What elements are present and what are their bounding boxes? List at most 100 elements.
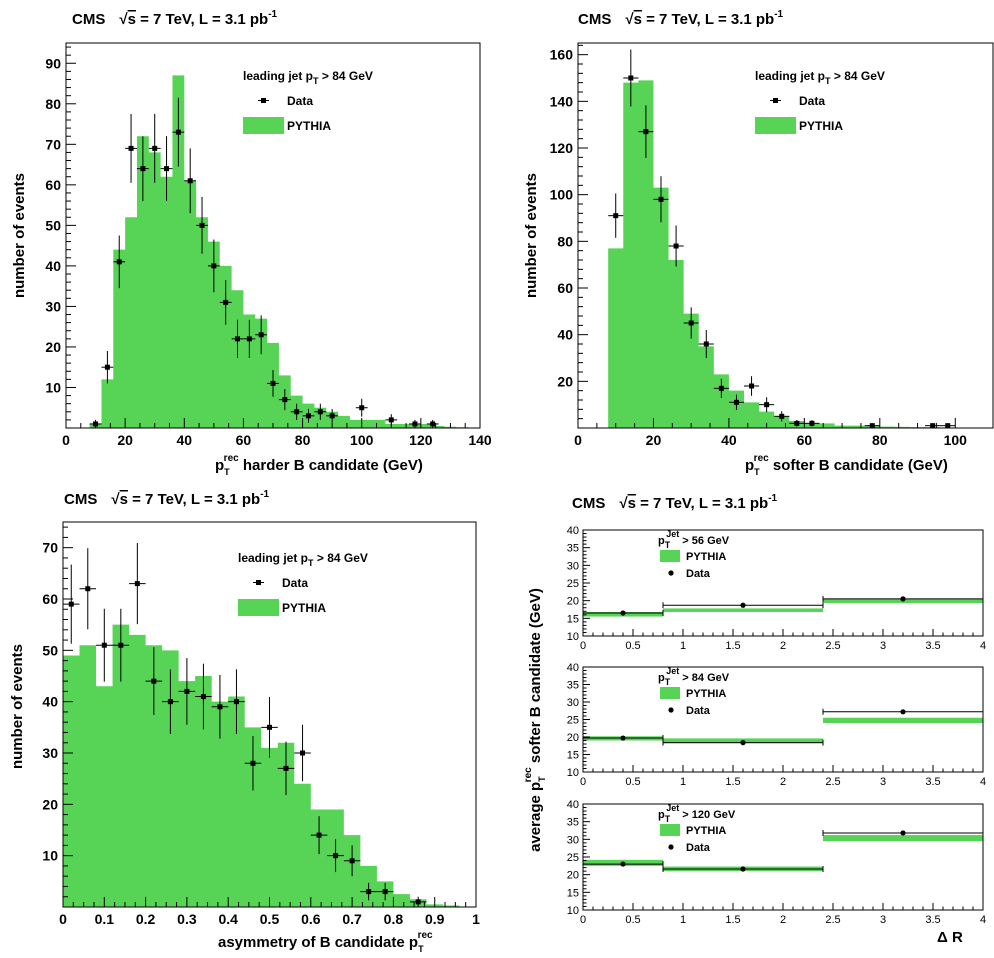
x-tick-label: 0 [580, 914, 586, 926]
data-marker [945, 423, 950, 428]
y-tick-label: 20 [45, 339, 61, 355]
legend-title-superscript: Jet [666, 666, 679, 676]
data-marker [152, 146, 157, 151]
data-marker [416, 899, 421, 904]
data-marker [105, 365, 110, 370]
legend-title-cut: > 56 GeV [679, 535, 730, 547]
legend-mc-swatch [755, 117, 796, 134]
data-point [759, 397, 774, 412]
x-tick-label: 4 [980, 640, 986, 652]
legend-data-marker [668, 707, 673, 712]
data-marker [430, 421, 435, 426]
legend: pTJet > 56 GeVPYTHIAData [658, 529, 730, 580]
lumi-exponent: -1 [774, 9, 783, 20]
data-point [101, 351, 113, 383]
data-marker [250, 761, 255, 766]
x-tick-label: 0.9 [425, 911, 445, 927]
legend-title-subscript: T [665, 814, 671, 824]
plot-frame [583, 530, 983, 636]
experiment-label: CMS [578, 11, 611, 28]
energy-lumi-label: = 7 TeV, L = 3.1 pb [136, 11, 268, 28]
data-marker [719, 386, 724, 391]
data-marker [317, 833, 322, 838]
legend-title: leading jet pT > 84 GeV [755, 69, 885, 86]
y-tick-label: 35 [567, 543, 579, 555]
x-tick-label: 0.4 [218, 911, 238, 927]
data-marker [613, 213, 618, 218]
y-tick-label: 35 [567, 817, 579, 829]
y-tick-label: 30 [567, 834, 579, 846]
x-tick-label: 1 [680, 776, 686, 788]
y-tick-label: 10 [42, 848, 58, 864]
legend-mc-swatch [660, 687, 680, 699]
x-tick-label: 0 [580, 640, 586, 652]
data-marker [318, 409, 323, 414]
data-marker [809, 421, 814, 426]
legend-mc-label: PYTHIA [799, 119, 843, 133]
plot-header: CMS √s = 7 TeV, L = 3.1 pb-1 [64, 489, 270, 508]
data-marker [267, 725, 272, 730]
x-tick-label: 2.5 [825, 914, 840, 926]
legend: pTJet > 84 GeVPYTHIAData [658, 666, 730, 717]
x-label-superscript: rec [754, 453, 769, 464]
y-tick-label: 40 [42, 694, 58, 710]
mc-band [663, 608, 823, 612]
legend-mc-label: PYTHIA [287, 119, 331, 133]
data-marker [102, 643, 107, 648]
legend-data-label: Data [686, 705, 711, 717]
chart-harder: 0 20 40 60 80 100 120 140 10 20 30 40 50 60 70 80 90 numb… [11, 43, 492, 448]
x-tick-label: 100 [350, 432, 374, 448]
data-marker [350, 858, 355, 863]
data-marker [779, 414, 784, 419]
mc-band [823, 718, 983, 723]
y-label-subscript: T [537, 776, 547, 782]
y-tick-label: 10 [567, 631, 579, 643]
chart-asymmetry: 0 0.1 0.2 0.3 0.4 0.5 0.6 0.7 0.8 0.9 110203040506… [9, 522, 480, 927]
data-marker [234, 699, 239, 704]
y-label-pre: average p [527, 782, 544, 852]
x-tick-label: 3.5 [925, 776, 940, 788]
data-marker [85, 586, 90, 591]
data-marker [200, 223, 205, 228]
plot-header: CMS √s = 7 TeV, L = 3.1 pb-1 [572, 493, 778, 512]
data-marker [140, 166, 145, 171]
legend-title: leading jet pT > 84 GeV [243, 69, 373, 86]
x-tick-label: 0.6 [301, 911, 321, 927]
energy-variable: s [634, 11, 642, 28]
data-marker [235, 336, 240, 341]
x-tick-label: 0.5 [625, 640, 640, 652]
legend-title-subscript: T [665, 677, 671, 687]
data-point [129, 543, 146, 624]
data-point [663, 602, 823, 608]
data-marker [164, 166, 169, 171]
data-marker [201, 694, 206, 699]
y-tick-label: 40 [567, 799, 579, 811]
data-marker [412, 421, 417, 426]
energy-variable: s [120, 491, 128, 508]
data-point [940, 423, 955, 428]
x-tick-label: 80 [295, 432, 311, 448]
experiment-label: CMS [572, 495, 605, 512]
y-axis-label: number of events [523, 173, 540, 298]
data-marker [168, 699, 173, 704]
data-marker [620, 610, 625, 615]
x-tick-label: 20 [646, 432, 662, 448]
y-tick-label: 80 [45, 96, 61, 112]
y-tick-label: 15 [567, 613, 579, 625]
y-tick-label: 40 [45, 258, 61, 274]
legend-mc-label: PYTHIA [686, 551, 726, 563]
data-marker [628, 76, 633, 81]
data-point [125, 114, 137, 183]
x-tick-label: 140 [468, 432, 492, 448]
data-marker [749, 384, 754, 389]
x-tick-label: 0 [574, 432, 582, 448]
y-tick-label: 15 [567, 887, 579, 899]
data-marker [259, 332, 264, 337]
data-marker [294, 409, 299, 414]
data-marker [69, 602, 74, 607]
data-marker [211, 263, 216, 268]
x-tick-label: 0 [59, 911, 67, 927]
legend-title-text: leading jet p [238, 551, 308, 565]
y-tick-label: 20 [567, 596, 579, 608]
